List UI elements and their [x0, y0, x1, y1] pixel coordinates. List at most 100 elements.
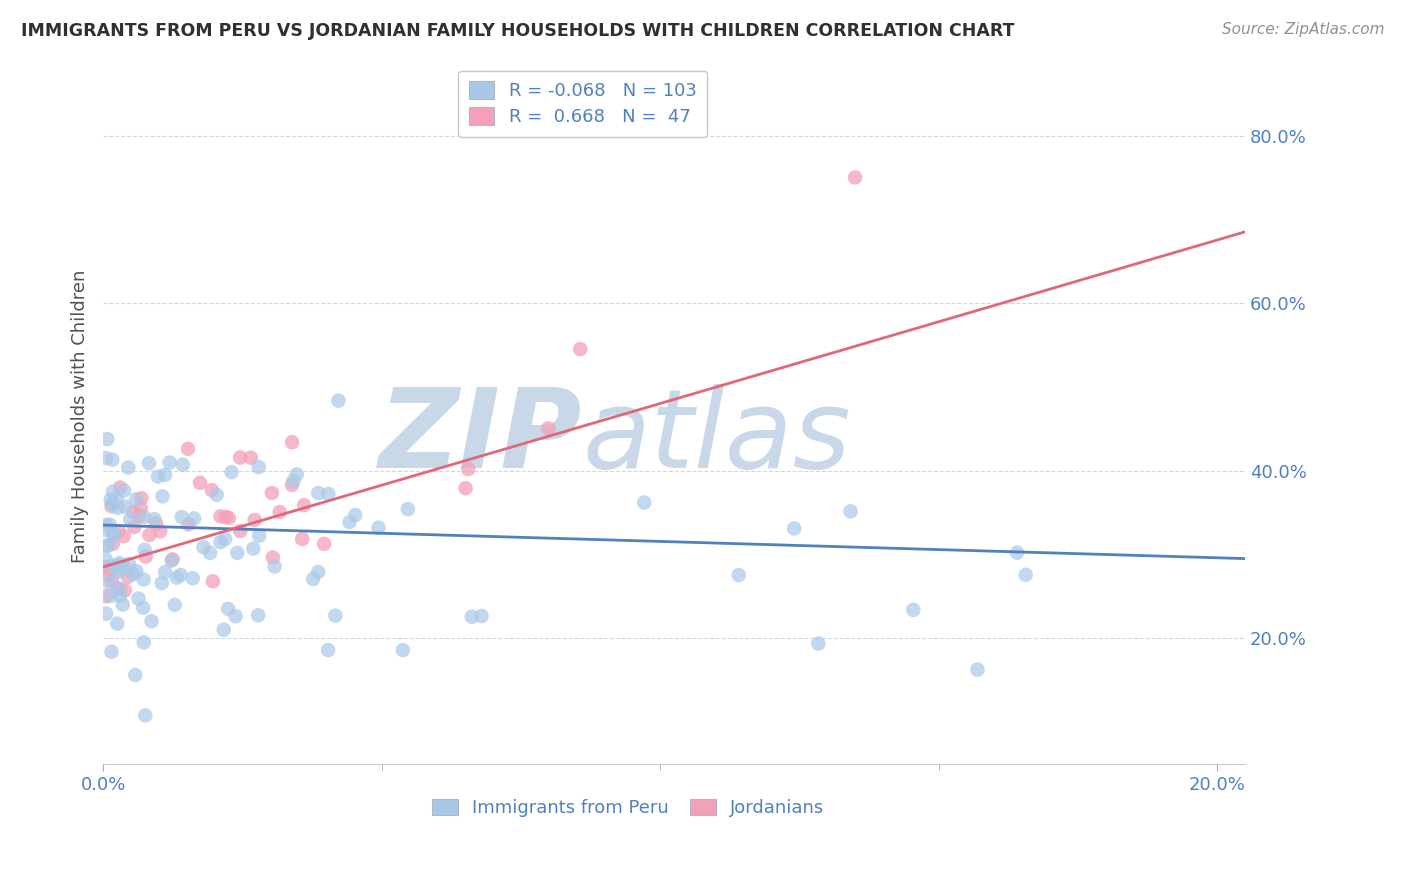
Point	[727, 568, 749, 582]
Point	[239, 450, 262, 465]
Point	[150, 576, 173, 591]
Point	[247, 460, 270, 475]
Point	[457, 462, 479, 476]
Point	[396, 502, 419, 516]
Point	[124, 668, 146, 682]
Point	[94, 517, 117, 532]
Point	[844, 170, 866, 185]
Point	[94, 552, 117, 566]
Point	[100, 500, 122, 514]
Point	[169, 568, 191, 582]
Point	[314, 537, 336, 551]
Point	[281, 478, 304, 492]
Point	[160, 553, 183, 567]
Point	[107, 500, 129, 515]
Point	[470, 609, 492, 624]
Point	[281, 435, 304, 450]
Point	[209, 535, 232, 549]
Point	[132, 600, 155, 615]
Point	[218, 511, 240, 525]
Text: atlas: atlas	[582, 384, 851, 491]
Point	[127, 591, 149, 606]
Point	[94, 523, 117, 537]
Point	[153, 467, 176, 482]
Point	[97, 539, 120, 553]
Point	[461, 609, 484, 624]
Point	[328, 393, 350, 408]
Point	[193, 540, 215, 554]
Point	[101, 497, 124, 511]
Point	[108, 589, 131, 603]
Point	[112, 483, 135, 498]
Point	[110, 563, 132, 577]
Point	[94, 539, 117, 553]
Point	[1005, 546, 1028, 560]
Text: IMMIGRANTS FROM PERU VS JORDANIAN FAMILY HOUSEHOLDS WITH CHILDREN CORRELATION CH: IMMIGRANTS FROM PERU VS JORDANIAN FAMILY…	[21, 22, 1015, 40]
Point	[108, 582, 131, 596]
Text: ZIP: ZIP	[380, 384, 582, 491]
Point	[100, 589, 122, 603]
Point	[201, 483, 224, 497]
Point	[125, 564, 148, 578]
Point	[291, 532, 314, 546]
Point	[269, 505, 291, 519]
Point	[132, 635, 155, 649]
Point	[633, 495, 655, 509]
Point	[198, 546, 221, 560]
Point	[118, 557, 141, 571]
Point	[392, 643, 415, 657]
Point	[108, 556, 131, 570]
Point	[212, 623, 235, 637]
Point	[114, 500, 136, 514]
Point	[537, 421, 560, 435]
Point	[247, 608, 270, 623]
Point	[94, 589, 117, 603]
Point	[103, 528, 125, 542]
Point	[132, 510, 155, 524]
Point	[966, 663, 988, 677]
Point	[247, 529, 270, 543]
Point	[225, 609, 247, 624]
Point	[162, 552, 184, 566]
Point	[101, 537, 124, 551]
Point	[903, 603, 925, 617]
Point	[117, 460, 139, 475]
Point	[105, 491, 128, 506]
Point	[262, 550, 284, 565]
Point	[101, 484, 124, 499]
Legend: Immigrants from Peru, Jordanians: Immigrants from Peru, Jordanians	[425, 791, 831, 824]
Point	[94, 607, 117, 621]
Point	[177, 442, 200, 456]
Point	[107, 565, 129, 579]
Point	[107, 582, 129, 596]
Point	[129, 500, 152, 515]
Point	[101, 452, 124, 467]
Y-axis label: Family Households with Children: Family Households with Children	[72, 269, 89, 563]
Point	[367, 521, 389, 535]
Point	[153, 565, 176, 579]
Point	[339, 515, 361, 529]
Point	[94, 450, 117, 465]
Point	[229, 450, 252, 465]
Point	[112, 558, 135, 573]
Point	[125, 492, 148, 507]
Point	[215, 510, 238, 524]
Point	[569, 342, 592, 356]
Point	[170, 510, 193, 524]
Point	[138, 456, 160, 470]
Point	[111, 598, 134, 612]
Point	[135, 549, 157, 564]
Point	[229, 524, 252, 538]
Point	[128, 508, 150, 523]
Point	[292, 498, 315, 512]
Point	[807, 636, 830, 650]
Point	[181, 571, 204, 585]
Point	[307, 486, 329, 500]
Point	[132, 573, 155, 587]
Point	[344, 508, 367, 522]
Point	[242, 541, 264, 556]
Point	[454, 481, 477, 495]
Point	[152, 489, 174, 503]
Point	[122, 520, 145, 534]
Point	[134, 542, 156, 557]
